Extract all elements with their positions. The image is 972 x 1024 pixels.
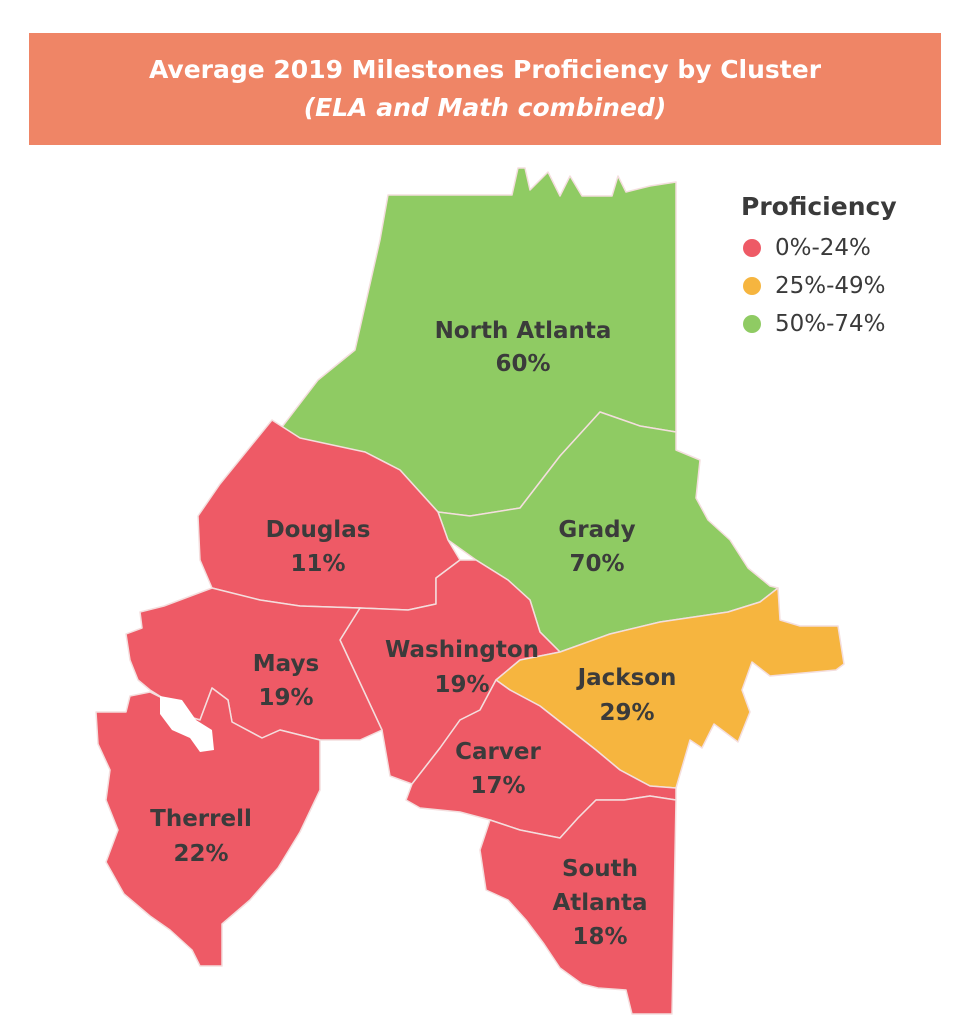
legend-item: 25%-49% bbox=[741, 267, 897, 305]
label-jackson: Jackson bbox=[576, 665, 677, 691]
legend-swatch-orange bbox=[743, 277, 761, 295]
label-grady: Grady bbox=[558, 517, 635, 543]
value-washington: 19% bbox=[434, 672, 489, 698]
label-therrell: Therrell bbox=[150, 806, 252, 832]
map-subtitle: (ELA and Math combined) bbox=[303, 93, 667, 122]
map-title: Average 2019 Milestones Proficiency by C… bbox=[148, 55, 822, 84]
region-south-atlanta bbox=[479, 795, 677, 1015]
title-banner: Average 2019 Milestones Proficiency by C… bbox=[29, 33, 941, 145]
value-south-atlanta: 18% bbox=[572, 924, 627, 950]
value-north-atlanta: 60% bbox=[495, 351, 550, 377]
label-south-atlanta-line2: Atlanta bbox=[552, 890, 647, 916]
legend-swatch-red bbox=[743, 239, 761, 257]
map-notch bbox=[160, 696, 214, 752]
legend-item: 0%-24% bbox=[741, 229, 897, 267]
label-mays: Mays bbox=[253, 651, 319, 677]
value-carver: 17% bbox=[470, 773, 525, 799]
value-jackson: 29% bbox=[599, 700, 654, 726]
legend-swatch-green bbox=[743, 315, 761, 333]
label-carver: Carver bbox=[455, 739, 541, 765]
legend-label: 50%-74% bbox=[775, 311, 886, 337]
value-mays: 19% bbox=[258, 685, 313, 711]
label-north-atlanta: North Atlanta bbox=[435, 318, 612, 344]
legend: Proficiency 0%-24% 25%-49% 50%-74% bbox=[741, 192, 897, 343]
label-douglas: Douglas bbox=[266, 517, 371, 543]
legend-item: 50%-74% bbox=[741, 305, 897, 343]
label-washington: Washington bbox=[385, 637, 539, 663]
legend-label: 0%-24% bbox=[775, 235, 871, 261]
value-therrell: 22% bbox=[173, 841, 228, 867]
legend-label: 25%-49% bbox=[775, 273, 886, 299]
value-grady: 70% bbox=[569, 551, 624, 577]
value-douglas: 11% bbox=[290, 551, 345, 577]
legend-title: Proficiency bbox=[741, 192, 897, 221]
label-south-atlanta-line1: South bbox=[562, 856, 638, 882]
